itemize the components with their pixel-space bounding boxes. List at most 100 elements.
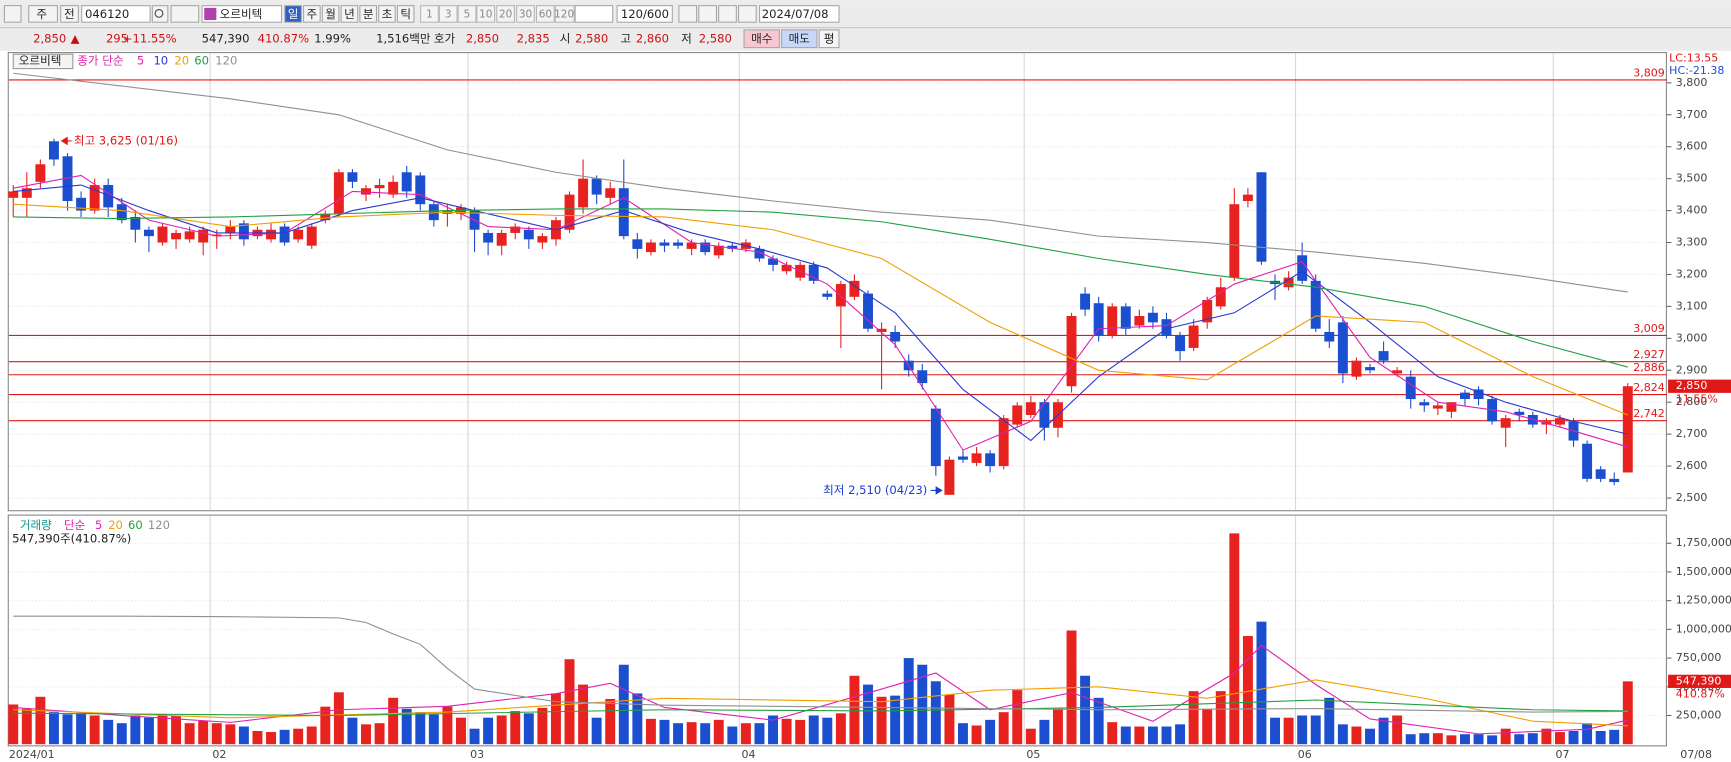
interval[interactable]: 30 <box>519 8 532 20</box>
candle-body <box>171 232 182 240</box>
candle-body <box>618 188 629 237</box>
unit-btn[interactable] <box>396 5 415 23</box>
volume-bar <box>1215 691 1226 745</box>
interval[interactable]: 20 <box>499 8 512 20</box>
candle-body <box>1175 335 1186 352</box>
interval-input[interactable] <box>574 5 614 23</box>
interval-btn[interactable] <box>496 5 515 23</box>
search-icon <box>154 8 164 18</box>
volume-bar <box>591 717 602 745</box>
unit[interactable]: 일 <box>288 7 299 21</box>
y-tick-label: 2,600 <box>1676 459 1708 472</box>
ma-line <box>13 203 1628 416</box>
volume-panel <box>7 514 1667 747</box>
interval[interactable]: 3 <box>445 8 452 20</box>
period[interactable]: 주 <box>36 7 47 21</box>
unit-btn[interactable] <box>303 5 321 23</box>
date-box[interactable] <box>758 5 840 23</box>
volume-bar <box>279 729 290 745</box>
sell-btn[interactable] <box>781 29 818 49</box>
code[interactable]: 046120 <box>85 7 129 21</box>
interval-btn[interactable] <box>535 5 555 23</box>
buy-btn[interactable] <box>743 29 780 49</box>
volume-bar <box>1487 735 1498 745</box>
search-btn[interactable] <box>151 5 169 23</box>
count[interactable]: 120/600 <box>621 7 669 21</box>
unit-btn[interactable] <box>321 5 340 23</box>
avg-btn[interactable] <box>818 29 840 49</box>
name-box[interactable] <box>201 5 283 23</box>
volume-bar <box>1514 734 1525 745</box>
unit[interactable]: 초 <box>382 7 393 21</box>
ma-line <box>13 679 1628 727</box>
unit[interactable]: 월 <box>325 7 336 21</box>
name-icon <box>204 7 217 21</box>
volume-bar <box>1473 734 1484 745</box>
interval-btn[interactable] <box>457 5 477 23</box>
candle-body <box>35 164 46 182</box>
volume-bar <box>998 712 1009 745</box>
volume-bar <box>469 728 480 745</box>
sell[interactable]: 매도 <box>789 31 811 45</box>
code-input[interactable] <box>81 5 151 23</box>
interval-btn[interactable] <box>438 5 458 23</box>
sound-btn[interactable] <box>170 5 200 23</box>
interval[interactable]: 120 <box>554 8 574 20</box>
volume-bar <box>1202 708 1213 745</box>
interval[interactable]: 5 <box>464 8 471 20</box>
candle-body <box>673 242 684 246</box>
interval-btn[interactable] <box>476 5 496 23</box>
volume-bar <box>1541 728 1552 745</box>
menu-icon[interactable] <box>3 5 22 23</box>
date[interactable]: 2024/07/08 <box>762 7 829 21</box>
volume-bar <box>266 732 276 745</box>
interval[interactable]: 1 <box>426 8 433 20</box>
interval[interactable]: 10 <box>479 8 492 20</box>
prev[interactable]: 전 <box>64 7 75 21</box>
candle-body <box>89 185 100 211</box>
prev-btn[interactable] <box>60 5 79 23</box>
x-tick-label: 03 <box>470 748 484 761</box>
interval-btn[interactable] <box>420 5 439 23</box>
candle-body <box>700 242 711 253</box>
unit[interactable]: 분 <box>363 7 374 21</box>
period-select[interactable] <box>28 5 58 23</box>
settings-btn[interactable] <box>737 5 757 23</box>
volume-bar <box>401 708 412 745</box>
buy[interactable]: 매수 <box>751 31 773 45</box>
unit-btn[interactable] <box>359 5 378 23</box>
candle-body <box>1120 306 1131 329</box>
open-label: 시 <box>560 31 571 45</box>
volume-bar <box>1161 726 1172 745</box>
candle-body <box>1161 319 1172 336</box>
ma-line <box>13 184 1628 442</box>
stock-name[interactable]: 오르비텍 <box>220 7 263 21</box>
interval-btn[interactable] <box>554 5 575 23</box>
unit[interactable]: 주 <box>307 7 318 21</box>
unit-btn[interactable] <box>378 5 396 23</box>
volume-bar <box>890 695 901 745</box>
x-tick-label: 2024/01 <box>9 748 55 761</box>
volume-ratio: 410.87% <box>258 31 310 45</box>
save-btn[interactable] <box>718 5 737 23</box>
volume-bar <box>1025 728 1036 745</box>
unit[interactable]: 년 <box>344 7 355 21</box>
count-box[interactable] <box>616 5 673 23</box>
volume-bar <box>1419 733 1430 745</box>
tool-btn[interactable] <box>698 5 718 23</box>
interval-btn[interactable] <box>516 5 535 23</box>
interval[interactable]: 60 <box>539 8 552 20</box>
volume-bar <box>252 730 263 745</box>
unit-btn[interactable] <box>340 5 359 23</box>
candle-body <box>1595 469 1606 479</box>
candle-body <box>971 453 982 463</box>
price-tag <box>1668 379 1731 393</box>
avg[interactable]: 평 <box>824 31 835 45</box>
volume-bar <box>659 719 670 745</box>
volume-bar <box>157 714 168 745</box>
tool-btn[interactable] <box>678 5 698 23</box>
unit-btn[interactable] <box>284 5 302 23</box>
unit[interactable]: 틱 <box>400 7 411 21</box>
volume-bar <box>550 693 561 745</box>
volume-bar <box>1012 690 1023 745</box>
